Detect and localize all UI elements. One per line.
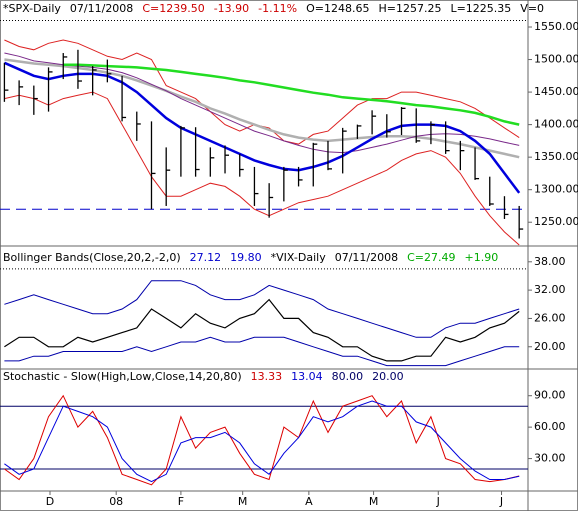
series-line xyxy=(4,336,520,367)
y-tick-label: 1300.00 xyxy=(534,183,578,196)
x-tick-label: J xyxy=(499,495,503,508)
y-tick-label: 1550.00 xyxy=(534,20,578,33)
y-tick-label: 1450.00 xyxy=(534,85,578,98)
header-item: C=1239.50 xyxy=(142,2,204,15)
series-line xyxy=(63,63,520,126)
series-line xyxy=(4,52,520,154)
header-item: *VIX-Daily xyxy=(271,251,327,264)
y-tick-label: 90.00 xyxy=(534,389,566,402)
series-line xyxy=(4,298,520,362)
y-tick-label: 20.00 xyxy=(534,340,566,353)
y-tick-label: 1400.00 xyxy=(534,118,578,131)
y-tick-label: 30.00 xyxy=(534,452,566,465)
y-tick-label: 60.00 xyxy=(534,420,566,433)
header-item: -1.11% xyxy=(258,2,297,15)
header-item: V=0 xyxy=(520,2,544,15)
series-line xyxy=(4,400,520,483)
header-item: *SPX-Daily xyxy=(3,2,61,15)
x-tick-label: F xyxy=(178,495,184,508)
x-tick-label: 08 xyxy=(109,495,123,508)
header-item: +1.90 xyxy=(465,251,499,264)
series-line xyxy=(4,91,520,246)
panel-header: *SPX-Daily 07/11/2008 C=1239.50 -13.90 -1.11… xyxy=(3,2,544,15)
header-item: 07/11/2008 xyxy=(70,2,133,15)
header-item: -13.90 xyxy=(214,2,249,15)
header-item: 80.00 xyxy=(332,370,364,383)
x-tick-label: J xyxy=(436,495,440,508)
header-item: 19.80 xyxy=(230,251,262,264)
header-item: H=1257.25 xyxy=(378,2,441,15)
x-tick-label: M xyxy=(369,495,379,508)
header-item: 07/11/2008 xyxy=(335,251,398,264)
header-item: 27.12 xyxy=(190,251,222,264)
series-line xyxy=(4,394,520,486)
header-item: 13.04 xyxy=(291,370,323,383)
header-item: Bollinger Bands(Close,20,2,-2,0) xyxy=(3,251,181,264)
y-tick-label: 38.00 xyxy=(534,255,566,268)
header-item: Stochastic - Slow(High,Low,Close,14,20,8… xyxy=(3,370,242,383)
panel-header: Stochastic - Slow(High,Low,Close,14,20,8… xyxy=(3,370,404,383)
series-line xyxy=(4,280,520,338)
header-item: 20.00 xyxy=(372,370,404,383)
y-tick-label: 1500.00 xyxy=(534,53,578,66)
panel-header: Bollinger Bands(Close,20,2,-2,0) 27.12 19.… xyxy=(3,251,498,264)
y-tick-label: 32.00 xyxy=(534,283,566,296)
header-item: O=1248.65 xyxy=(306,2,369,15)
x-tick-label: M xyxy=(238,495,248,508)
x-tick-label: D xyxy=(46,495,54,508)
header-item: 13.33 xyxy=(251,370,283,383)
y-tick-label: 1350.00 xyxy=(534,150,578,163)
header-item: L=1225.35 xyxy=(450,2,511,15)
series-line xyxy=(4,58,520,159)
y-tick-label: 26.00 xyxy=(534,311,566,324)
header-item: C=27.49 xyxy=(407,251,455,264)
y-tick-label: 1250.00 xyxy=(534,215,578,228)
x-tick-label: A xyxy=(305,495,313,508)
